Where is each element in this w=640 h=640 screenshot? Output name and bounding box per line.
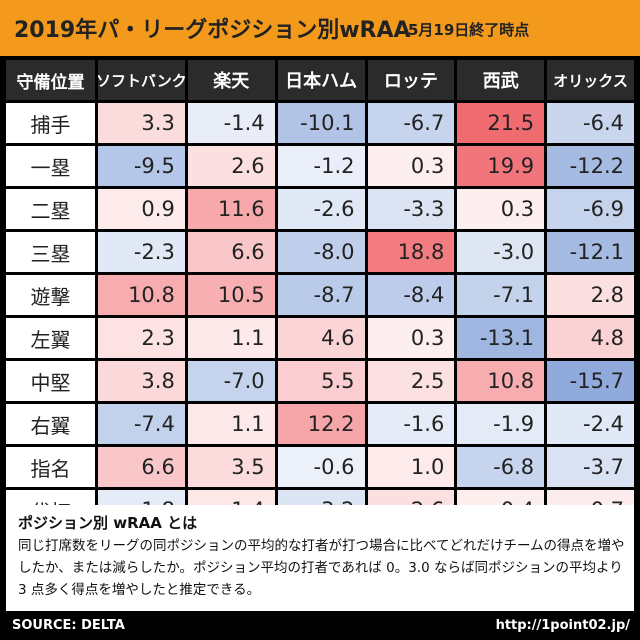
- column-header-position: 守備位置: [6, 60, 95, 100]
- data-cell: -7.1: [457, 275, 545, 315]
- data-cell: -8.0: [277, 232, 365, 272]
- row-header-position: 三塁: [6, 232, 95, 272]
- definition-body: 同じ打席数をリーグの同ポジションの平均的な打者が打つ場合に比べてどれだけチームの…: [18, 538, 625, 598]
- data-cell: -1.9: [457, 404, 545, 444]
- data-cell: 12.2: [277, 404, 365, 444]
- row-header-position: 右翼: [6, 404, 95, 444]
- column-header-team: ロッテ: [367, 60, 455, 100]
- chart-subtitle: 5月19日終了時点: [408, 21, 530, 39]
- column-header-team: ソフトバンク: [98, 60, 185, 100]
- row-header-position: 左翼: [6, 318, 95, 358]
- row-header-position: 遊撃: [6, 275, 95, 315]
- data-cell: 18.8: [367, 232, 455, 272]
- data-cell: -12.1: [547, 232, 634, 272]
- data-cell: -13.1: [457, 318, 545, 358]
- data-cell: -7.4: [98, 404, 185, 444]
- data-cell: 0.9: [98, 189, 185, 229]
- data-cell: -1.2: [277, 146, 365, 186]
- data-cell: -2.3: [98, 232, 185, 272]
- data-cell: 10.8: [457, 361, 545, 401]
- data-cell: -2.6: [277, 189, 365, 229]
- data-cell: 4.8: [547, 318, 634, 358]
- definition-title: ポジション別 wRAA とは: [18, 514, 198, 532]
- column-header-team: 楽天: [187, 60, 275, 100]
- data-cell: 6.6: [187, 232, 275, 272]
- data-cell: 2.8: [547, 275, 634, 315]
- chart-title: 2019年パ・リーグポジション別wRAA: [14, 18, 411, 43]
- row-header-position: 捕手: [6, 103, 95, 143]
- data-cell: 1.1: [187, 318, 275, 358]
- row-header-position: 二塁: [6, 189, 95, 229]
- data-cell: -8.7: [277, 275, 365, 315]
- column-header-team: オリックス: [547, 60, 634, 100]
- row-header-position: 中堅: [6, 361, 95, 401]
- data-cell: -3.3: [367, 189, 455, 229]
- data-cell: -8.4: [367, 275, 455, 315]
- data-cell: 10.5: [187, 275, 275, 315]
- data-cell: 0.3: [367, 318, 455, 358]
- data-cell: -15.7: [547, 361, 634, 401]
- row-header-position: 一塁: [6, 146, 95, 186]
- data-cell: 10.8: [98, 275, 185, 315]
- data-cell: -0.6: [277, 447, 365, 487]
- source-label: SOURCE: DELTA: [12, 618, 125, 633]
- data-cell: -9.5: [98, 146, 185, 186]
- data-cell: 3.5: [187, 447, 275, 487]
- data-cell: 2.6: [187, 146, 275, 186]
- column-header-team: 西武: [457, 60, 545, 100]
- data-cell: 0.3: [367, 146, 455, 186]
- data-cell: -1.4: [187, 103, 275, 143]
- data-cell: 11.6: [187, 189, 275, 229]
- data-cell: -12.2: [547, 146, 634, 186]
- data-cell: -6.9: [547, 189, 634, 229]
- data-cell: -6.8: [457, 447, 545, 487]
- footer-bar: SOURCE: DELTA http://1point02.jp/: [0, 612, 640, 640]
- data-cell: 6.6: [98, 447, 185, 487]
- wraa-table: 守備位置 ソフトバンク 楽天 日本ハム ロッテ 西武 オリックス捕手 3.3 -1.4 -10.1…: [6, 60, 634, 530]
- data-cell: -10.1: [277, 103, 365, 143]
- data-cell: 2.3: [98, 318, 185, 358]
- data-cell: -1.6: [367, 404, 455, 444]
- data-cell: -3.0: [457, 232, 545, 272]
- data-cell: 1.1: [187, 404, 275, 444]
- data-cell: -6.7: [367, 103, 455, 143]
- header-bar: 2019年パ・リーグポジション別wRAA 5月19日終了時点: [0, 0, 640, 56]
- column-header-team: 日本ハム: [277, 60, 365, 100]
- data-cell: 2.5: [367, 361, 455, 401]
- data-cell: -2.4: [547, 404, 634, 444]
- data-cell: -7.0: [187, 361, 275, 401]
- data-cell: 4.6: [277, 318, 365, 358]
- data-cell: 3.3: [98, 103, 185, 143]
- data-cell: 1.0: [367, 447, 455, 487]
- data-cell: 21.5: [457, 103, 545, 143]
- source-url: http://1point02.jp/: [495, 618, 630, 633]
- data-cell: -6.4: [547, 103, 634, 143]
- data-cell: 5.5: [277, 361, 365, 401]
- data-cell: 19.9: [457, 146, 545, 186]
- row-header-position: 指名: [6, 447, 95, 487]
- definition-box: ポジション別 wRAA とは 同じ打席数をリーグの同ポジションの平均的な打者が打…: [6, 505, 634, 611]
- data-cell: 3.8: [98, 361, 185, 401]
- data-cell: 0.3: [457, 189, 545, 229]
- data-cell: -3.7: [547, 447, 634, 487]
